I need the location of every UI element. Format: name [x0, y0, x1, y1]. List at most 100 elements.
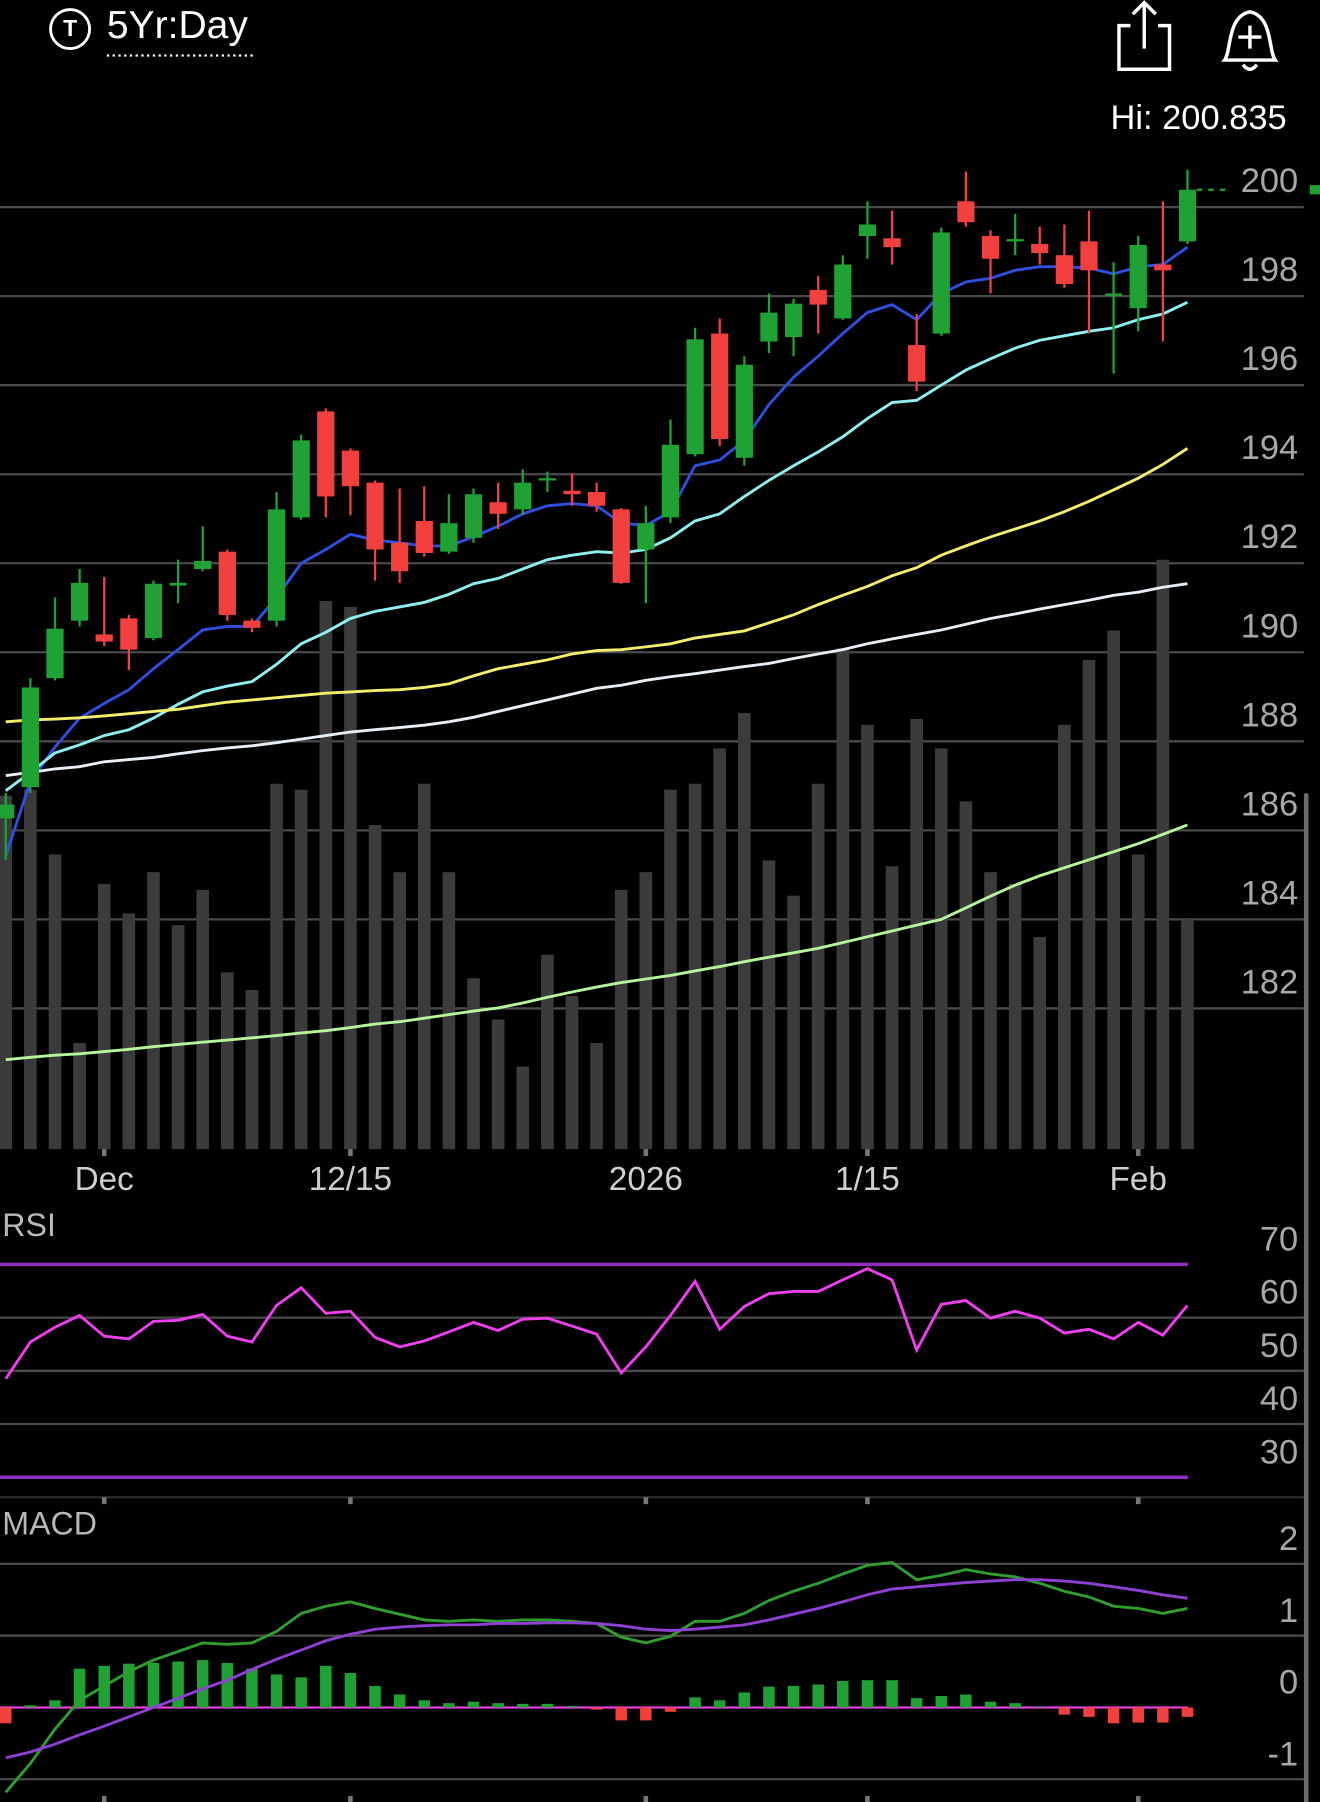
panel-title: MACD — [2, 1505, 97, 1541]
volume-bar — [984, 872, 997, 1150]
alert-button[interactable] — [1221, 10, 1279, 71]
candle-body — [587, 492, 606, 506]
histogram-bar — [369, 1685, 381, 1708]
volume-bar — [417, 783, 431, 1150]
histogram-bar — [246, 1668, 258, 1708]
volume-bar — [467, 978, 480, 1150]
histogram-bar — [517, 1703, 529, 1708]
candle-body — [957, 201, 975, 223]
histogram-bar — [1157, 1707, 1169, 1723]
histogram-bar — [49, 1700, 61, 1708]
histogram-bar — [738, 1692, 751, 1708]
candle-body — [341, 450, 360, 487]
candle-body — [120, 618, 138, 650]
volume-bar — [24, 789, 37, 1150]
y-tick-label: 190 — [1241, 607, 1298, 645]
candle-body — [932, 232, 950, 334]
candle-body — [637, 523, 655, 550]
histogram-bar — [861, 1680, 874, 1708]
share-arrow — [1131, 0, 1157, 49]
volume-bar — [393, 872, 406, 1150]
volume-bar — [541, 954, 554, 1150]
range-label: 5Yr:Day — [107, 4, 249, 47]
histogram-bar — [1034, 1706, 1046, 1708]
volume-bar — [1181, 919, 1194, 1150]
candle-body — [243, 620, 261, 628]
candle-body — [70, 582, 89, 621]
candle-body — [1080, 241, 1098, 271]
candle-body — [1031, 244, 1049, 253]
histogram-bar — [1181, 1707, 1194, 1717]
candle-body — [169, 582, 187, 586]
candle-body — [46, 628, 64, 679]
volume-bar — [73, 1043, 86, 1150]
candle-body — [0, 804, 15, 819]
volume-bar — [344, 606, 357, 1150]
volume-bar — [959, 801, 973, 1150]
volume-bar — [171, 925, 185, 1150]
histogram-bar — [984, 1701, 997, 1708]
volume-bar — [220, 972, 234, 1150]
rsi-line — [4, 1267, 1189, 1380]
histogram-bar — [960, 1694, 972, 1708]
histogram-bar — [196, 1660, 209, 1708]
volume-bar — [245, 990, 259, 1150]
volume-bar — [491, 1019, 505, 1150]
volume-bar — [442, 872, 456, 1150]
y-tick-label: 50 — [1260, 1327, 1298, 1365]
volume-bar — [1156, 559, 1170, 1150]
histogram-bar — [24, 1705, 37, 1708]
y-tick-label: 194 — [1241, 429, 1298, 467]
moving-average-line — [5, 447, 1189, 724]
histogram-bar — [1058, 1707, 1071, 1715]
candle-body — [194, 561, 212, 570]
histogram-bar — [123, 1663, 135, 1708]
histogram-bar — [270, 1674, 283, 1708]
candle-body — [514, 482, 532, 510]
candle-body — [883, 238, 901, 248]
candle-body — [809, 289, 827, 305]
volume-bar — [713, 748, 727, 1150]
histogram-bar — [566, 1706, 578, 1708]
y-tick-label: 186 — [1241, 785, 1298, 823]
y-tick-label: 182 — [1241, 963, 1298, 1001]
histogram-bar — [763, 1686, 775, 1708]
histogram-bar — [418, 1700, 431, 1708]
volume-bar — [48, 854, 62, 1150]
y-tick-label: 40 — [1260, 1380, 1298, 1418]
histogram-bar — [713, 1700, 726, 1708]
histogram-bar — [492, 1703, 504, 1708]
volume-bar — [516, 1066, 530, 1150]
histogram-bar — [295, 1677, 307, 1708]
volume-bar — [664, 789, 677, 1150]
moving-average-line — [5, 823, 1188, 1062]
volume-bar — [885, 866, 899, 1150]
y-tick-label: 2 — [1279, 1520, 1298, 1558]
volume-bar — [910, 718, 923, 1150]
histogram-bar — [1009, 1703, 1021, 1708]
volume-bar — [934, 748, 948, 1150]
histogram-bar — [664, 1707, 677, 1712]
y-tick-label: 1 — [1279, 1592, 1298, 1630]
share-button[interactable] — [1117, 0, 1172, 71]
volume-bar — [122, 913, 136, 1150]
volume-bar — [811, 783, 825, 1150]
range-selector[interactable]: T 5Yr:Day — [49, 4, 256, 57]
volume-bar — [836, 648, 850, 1150]
bell — [1221, 10, 1279, 62]
high-annotation: Hi: 200.835 — [1110, 99, 1286, 137]
volume-bar — [639, 872, 653, 1150]
y-tick-label: 0 — [1279, 1664, 1298, 1702]
histogram-bar — [147, 1662, 160, 1708]
histogram-bar — [615, 1707, 627, 1721]
candle-body — [464, 494, 483, 538]
histogram-bar — [787, 1685, 800, 1708]
x-tick-label: 2026 — [609, 1161, 683, 1198]
volume-bar — [1033, 936, 1047, 1150]
candle-body — [440, 523, 458, 552]
histogram-bar — [221, 1662, 234, 1708]
histogram-bar — [886, 1680, 898, 1708]
candle-body — [981, 236, 1000, 259]
y-tick-label: 200 — [1241, 162, 1298, 200]
